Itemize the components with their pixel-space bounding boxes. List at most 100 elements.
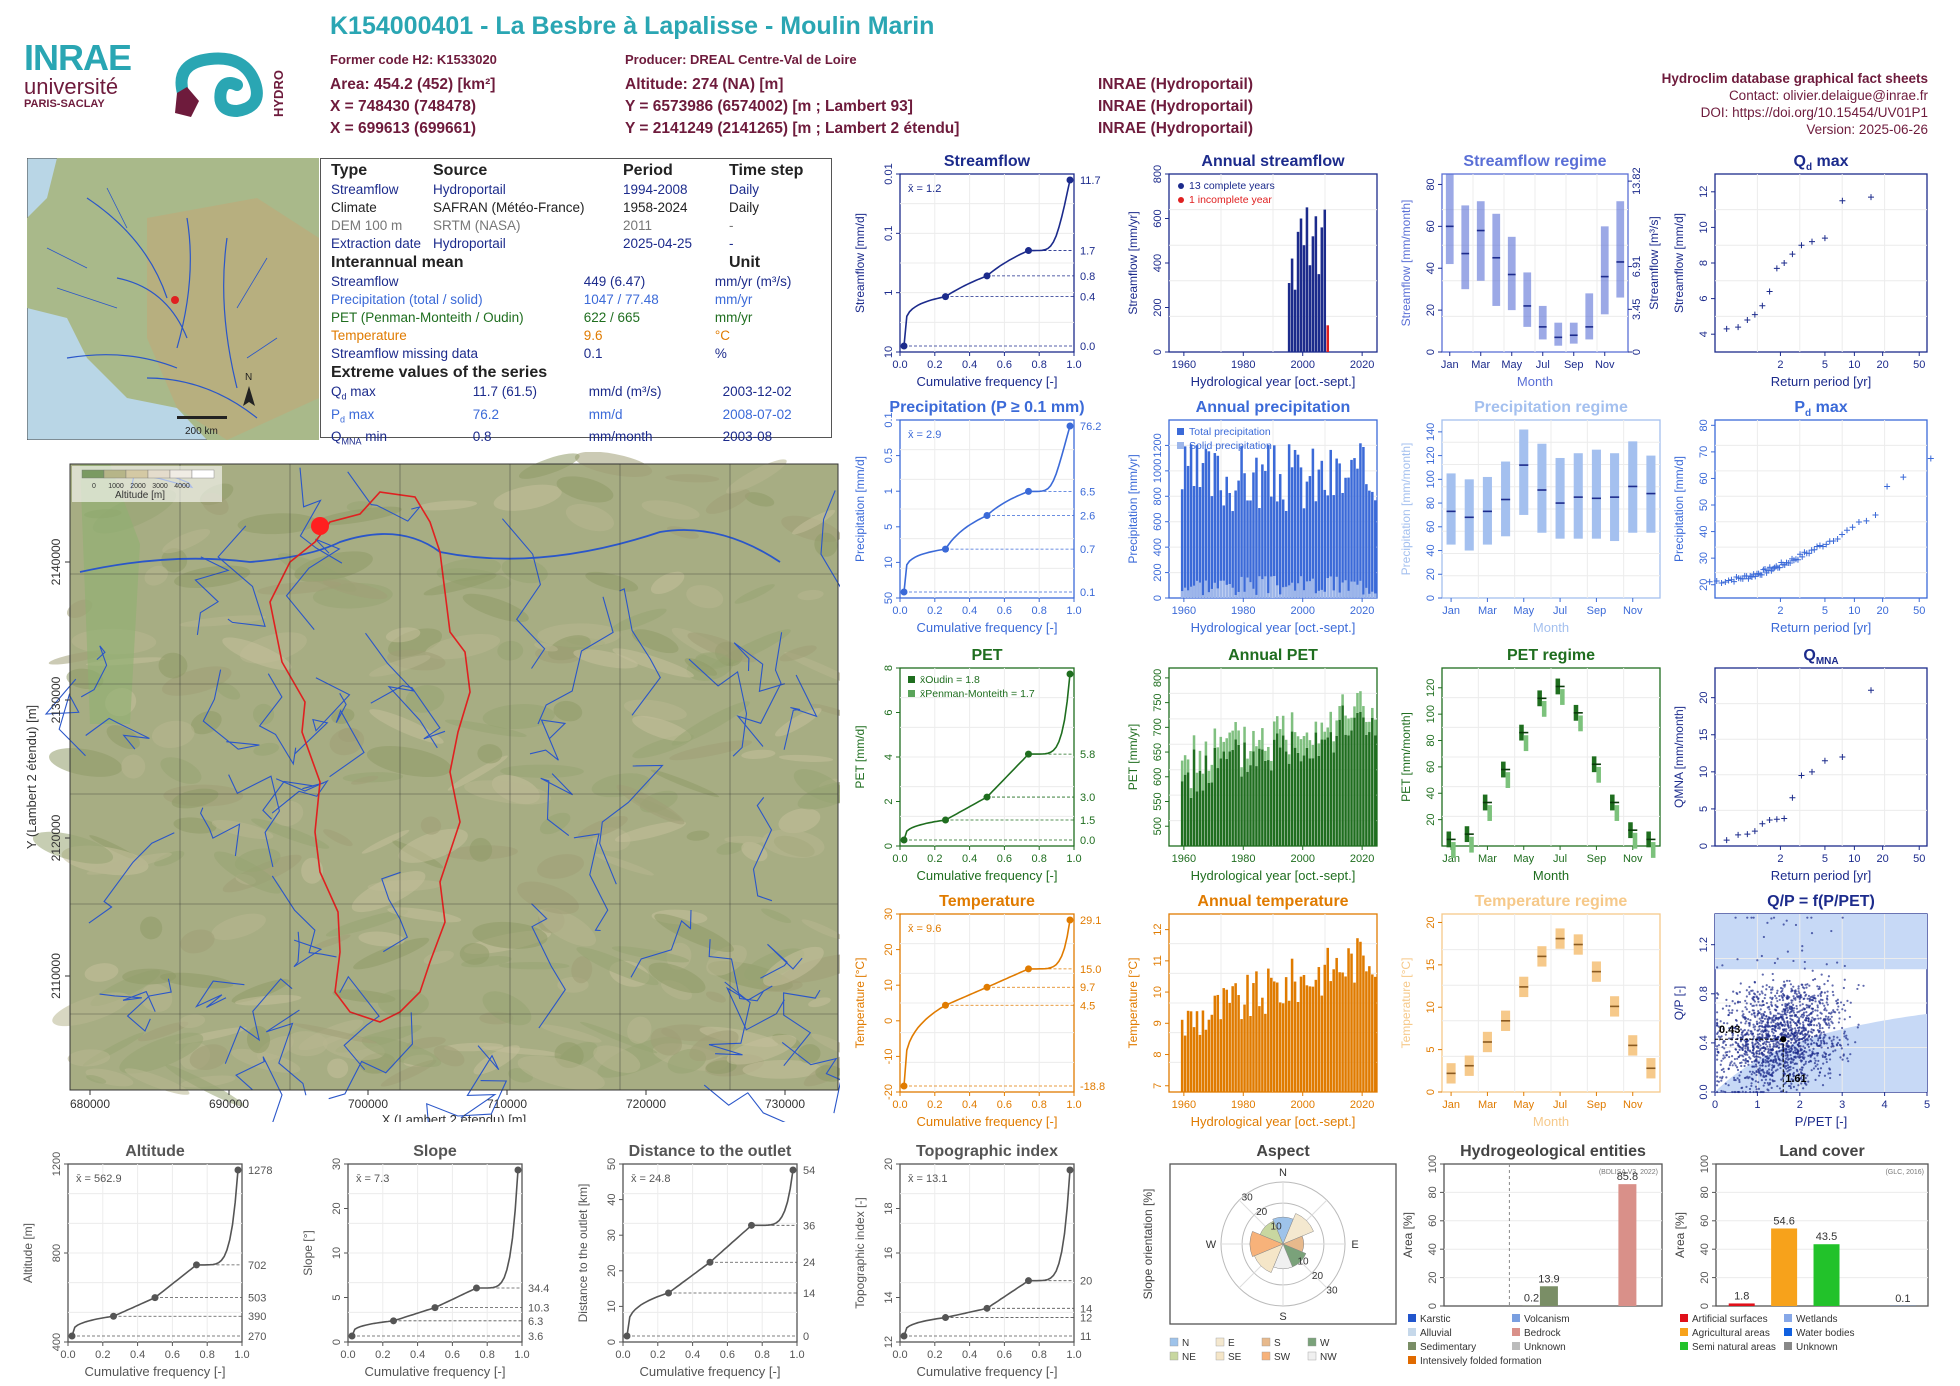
x-axis-label: Month	[1533, 868, 1569, 883]
annual-bar	[1338, 463, 1341, 598]
qp-point	[1826, 994, 1829, 998]
annual-bar	[1287, 444, 1291, 598]
y-tick-label: 20	[1425, 568, 1437, 580]
mean-row: Streamflow 449 (6.47) mm/yr (m³/s)	[331, 273, 821, 291]
annual-bar	[1374, 500, 1377, 598]
annual-bar	[1273, 739, 1276, 846]
info-header-row: Type Source Period Time step	[331, 161, 821, 181]
qp-point	[1825, 1009, 1828, 1012]
inrae-universite-logo: INRAE université PARIS-SACLAY	[24, 40, 156, 122]
map-relief-patch	[119, 1032, 204, 1074]
map-relief-patch	[211, 819, 274, 840]
map-relief-patch	[571, 956, 593, 984]
qp-point	[1757, 1081, 1760, 1084]
y-tick-label: 9	[1152, 1020, 1164, 1026]
y-tick-label: 70	[1698, 446, 1710, 458]
y-tick-label: 60	[1699, 1215, 1711, 1227]
x-lambert93: X = 748430 (748478)	[330, 98, 477, 115]
qp-point	[1725, 1076, 1728, 1079]
contact-link[interactable]: Contact: olivier.delaigue@inrae.fr	[1728, 88, 1928, 103]
map-relief-patch	[464, 780, 552, 805]
legend-swatch	[1408, 1342, 1416, 1350]
x-tick-label: 1980	[1231, 359, 1255, 371]
qp-point	[1771, 1064, 1774, 1067]
qp-point	[1739, 1021, 1743, 1024]
qp-point	[1803, 1050, 1806, 1053]
qp-point	[1786, 1020, 1789, 1023]
map-relief-patch	[351, 775, 379, 785]
qp-point	[1744, 1040, 1747, 1044]
qp-point	[1751, 1070, 1754, 1073]
annual-bar	[1255, 971, 1258, 1092]
map-relief-patch	[462, 593, 529, 623]
annual-bar-secondary	[1314, 593, 1318, 598]
annual-bar-secondary	[1365, 587, 1368, 598]
info-cell: -	[729, 236, 734, 251]
annual-bar-secondary	[1302, 736, 1306, 756]
qp-point	[1792, 985, 1795, 988]
rp-point	[1868, 194, 1875, 201]
y-tick-label: 1	[883, 290, 895, 296]
map-relief-patch	[213, 851, 282, 894]
qp-point	[1749, 1050, 1752, 1053]
qp-point	[1768, 1034, 1771, 1038]
map-river	[688, 658, 748, 757]
qp-point	[1817, 1022, 1820, 1025]
qp-point	[1769, 1073, 1773, 1076]
x-tick-label: 10	[1848, 359, 1860, 371]
qp-point	[1731, 1036, 1734, 1039]
qp-point	[1823, 1017, 1826, 1021]
annual-bar	[1296, 752, 1300, 846]
qp-point	[1794, 1029, 1797, 1032]
chart-title: Q/P = f(P/PET)	[1767, 893, 1875, 910]
legend-swatch	[1680, 1328, 1688, 1336]
x-tick-label: 1980	[1231, 1099, 1255, 1111]
qp-point	[1735, 1023, 1739, 1027]
regime-bar-penman	[1541, 700, 1547, 717]
qp-point	[1843, 964, 1846, 968]
qp-point	[1739, 1028, 1743, 1031]
qp-point	[1773, 1029, 1777, 1032]
qp-point	[1819, 998, 1822, 1001]
qp-point	[1797, 1029, 1801, 1032]
quantile-point	[1025, 1277, 1032, 1285]
qp-point	[1716, 1018, 1719, 1021]
qp-point	[1778, 998, 1781, 1001]
qp-point	[1824, 1055, 1827, 1058]
annual-bar	[1305, 747, 1309, 846]
station-info-table: Type Source Period Time step Streamflow H…	[320, 158, 832, 447]
qp-point	[1823, 983, 1826, 986]
qp-point	[1744, 1061, 1747, 1065]
map-relief-patch	[763, 946, 824, 987]
y-axis-label: Precipitation [mm/d]	[1672, 456, 1686, 562]
qp-point	[1716, 1024, 1719, 1027]
map-river	[99, 990, 156, 1012]
x-tick-label: 20	[1877, 359, 1889, 371]
qp-point	[1756, 1022, 1759, 1025]
qp-point	[1765, 984, 1768, 987]
qp-point	[1821, 1026, 1824, 1030]
legend-entry: Solid precipitation	[1189, 440, 1272, 452]
qp-point	[1793, 1031, 1796, 1034]
qp-point	[1796, 996, 1800, 999]
annual-bar	[1258, 1006, 1261, 1092]
col-source: Source	[433, 162, 488, 179]
qp-point	[1846, 999, 1849, 1002]
doi-link[interactable]: DOI: https://doi.org/10.15454/UV01P1	[1700, 105, 1928, 120]
annual-bar-secondary	[1204, 741, 1208, 756]
map-river	[329, 693, 365, 778]
legend-swatch	[147, 469, 171, 479]
annual-bar	[1267, 968, 1270, 1092]
qp-point	[1768, 1078, 1772, 1081]
annual-bar	[1302, 755, 1306, 846]
annual-bar	[1222, 505, 1226, 598]
x-axis-label: Month	[1533, 1114, 1569, 1129]
qp-point	[1801, 1055, 1804, 1058]
qp-point	[1740, 1033, 1743, 1036]
map-x-tick-label: 680000	[70, 1097, 110, 1111]
map-relief-patch	[86, 1074, 107, 1084]
map-river	[381, 871, 408, 953]
annual-bar-secondary	[1305, 732, 1309, 748]
